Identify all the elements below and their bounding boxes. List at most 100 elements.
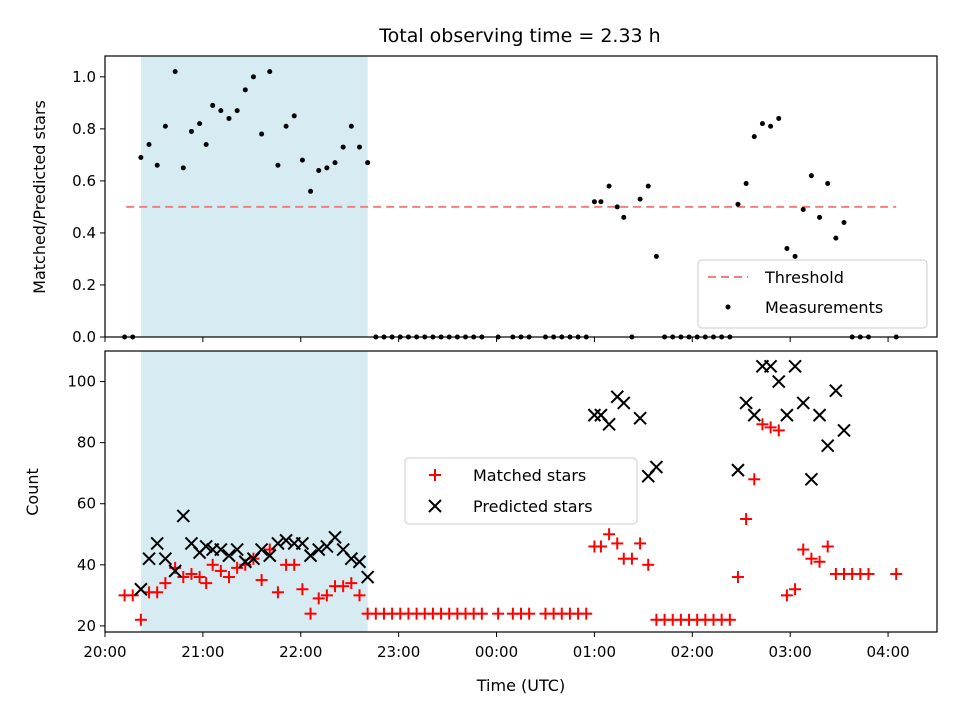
- y-tick-label: 0.8: [72, 120, 96, 138]
- matched-star-marker: [159, 577, 172, 590]
- matched-star-marker: [151, 586, 164, 599]
- measurement-point: [203, 141, 209, 147]
- y-tick-label: 20: [77, 617, 96, 635]
- bottom-legend: Matched stars Predicted stars: [404, 457, 638, 525]
- x-tick-label: 01:00: [573, 643, 616, 661]
- x-tick-label: 20:00: [83, 643, 126, 661]
- measurement-point: [283, 123, 289, 129]
- measurement-point: [259, 131, 265, 137]
- predicted-star-marker: [344, 551, 359, 566]
- predicted-star-marker: [279, 533, 293, 548]
- predicted-star-marker: [649, 460, 664, 474]
- predicted-star-marker: [199, 539, 213, 554]
- measurement-point: [188, 128, 194, 134]
- measurement-point: [598, 199, 604, 205]
- measurement-point: [308, 188, 314, 194]
- measurement-point: [138, 154, 144, 160]
- measurement-point: [332, 160, 338, 166]
- bottom-y-ticks: 20 40 60 80 100: [67, 373, 105, 635]
- predicted-star-marker: [263, 548, 277, 563]
- x-tick-label: 21:00: [181, 643, 224, 661]
- matched-star-marker: [320, 589, 333, 602]
- matched-star-marker: [206, 558, 219, 571]
- top-panel: 0.0 0.2 0.4 0.6 0.8 1.0 Matched/Predicted sta…: [30, 55, 938, 346]
- predicted-star-marker: [142, 551, 156, 566]
- measurements-legend-swatch: [725, 304, 731, 310]
- measurement-point: [180, 165, 186, 171]
- predicted-star-marker: [271, 536, 285, 551]
- measurement-point: [267, 69, 273, 75]
- measurement-point: [154, 162, 160, 168]
- predicted-legend-swatch: [428, 499, 442, 513]
- measurement-point: [606, 183, 612, 189]
- y-tick-label: 0.2: [72, 276, 96, 294]
- bottom-x-ticks: 20:00 21:00 22:00 23:00 00:00 01:00 02:00 03:00…: [83, 632, 910, 661]
- matched-star-marker: [634, 537, 647, 550]
- matched-star-marker: [756, 418, 769, 431]
- predicted-star-marker: [820, 438, 835, 453]
- matched-star-marker: [805, 552, 818, 565]
- predicted-star-markers: [134, 359, 851, 596]
- measurement-point: [825, 180, 831, 186]
- predicted-star-marker: [739, 396, 753, 410]
- predicted-star-marker: [158, 551, 173, 566]
- measurement-point: [743, 180, 749, 186]
- predicted-star-marker: [747, 408, 761, 422]
- predicted-star-marker: [617, 396, 631, 410]
- measurement-point: [299, 157, 305, 163]
- matched-star-marker: [312, 592, 325, 605]
- predicted-star-marker: [731, 463, 745, 477]
- measurement-point: [242, 87, 248, 93]
- predicted-star-marker: [214, 542, 228, 557]
- measurement-point: [759, 121, 765, 127]
- predicted-star-marker: [150, 536, 164, 551]
- matched-star-marker: [222, 571, 235, 584]
- measurement-point: [645, 183, 651, 189]
- predicted-star-marker: [312, 542, 326, 557]
- matched-star-marker: [134, 613, 147, 626]
- bottom-panel: 20:00 21:00 22:00 23:00 00:00 01:00 02:00 03:00…: [23, 350, 938, 695]
- measurement-point: [340, 144, 346, 150]
- x-axis-label: Time (UTC): [476, 676, 565, 695]
- predicted-star-marker: [168, 564, 182, 578]
- measurement-point: [637, 196, 643, 202]
- y-tick-label: 0.0: [72, 328, 96, 346]
- matched-star-marker: [193, 571, 206, 584]
- matched-star-marker: [263, 543, 276, 556]
- matched-legend-swatch: [429, 469, 441, 481]
- measurement-point: [210, 102, 216, 108]
- observing-window-shade-top: [140, 56, 368, 337]
- threshold-legend-label: Threshold: [764, 268, 844, 287]
- matched-star-marker: [813, 555, 826, 568]
- measurement-point: [234, 108, 240, 114]
- measurement-point: [250, 74, 256, 80]
- matched-star-marker: [214, 564, 227, 577]
- measurement-point: [735, 201, 741, 207]
- x-tick-label: 23:00: [377, 643, 420, 661]
- measurement-point: [275, 162, 281, 168]
- predicted-star-marker: [360, 570, 375, 584]
- predicted-star-marker: [587, 408, 602, 422]
- measurement-point: [621, 214, 627, 220]
- measurement-point: [218, 108, 224, 114]
- matched-star-markers: [118, 418, 903, 626]
- matched-star-marker: [611, 537, 624, 550]
- predicted-star-marker: [328, 530, 342, 545]
- predicted-star-marker: [254, 542, 269, 557]
- matched-star-marker: [723, 613, 736, 626]
- predicted-star-marker: [295, 536, 310, 551]
- y-tick-label: 80: [77, 434, 96, 452]
- predicted-star-marker: [796, 396, 810, 410]
- matched-star-marker: [353, 589, 366, 602]
- measurement-point: [591, 199, 597, 205]
- matched-star-marker: [748, 473, 761, 486]
- x-tick-label: 02:00: [671, 643, 714, 661]
- matched-star-marker: [789, 583, 802, 596]
- predicted-star-marker: [352, 555, 367, 569]
- matched-star-marker: [231, 561, 244, 574]
- matched-star-marker: [642, 558, 655, 571]
- measurement-point: [776, 115, 782, 121]
- matched-star-marker: [288, 558, 301, 571]
- matched-star-marker: [890, 567, 903, 580]
